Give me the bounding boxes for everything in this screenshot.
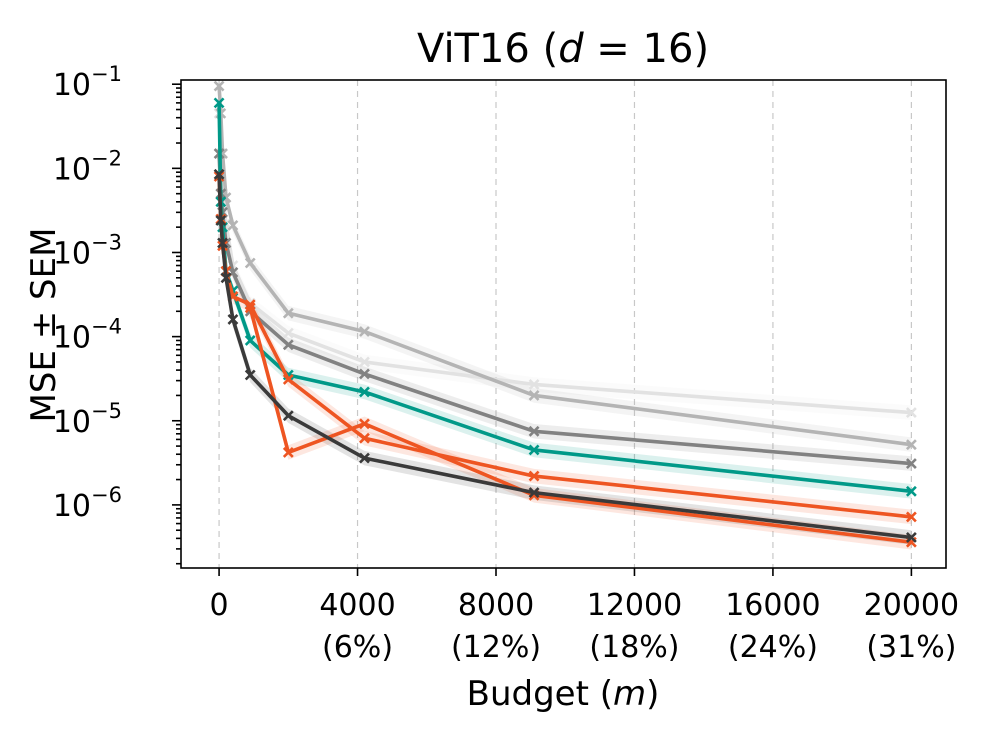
series-dark-marker bbox=[282, 410, 294, 422]
series-dark-marker bbox=[215, 215, 227, 226]
series-light-marker bbox=[528, 390, 540, 401]
y-axis-label: MSE ± SEM bbox=[24, 228, 64, 423]
x-tick-label: 12000 bbox=[587, 588, 682, 623]
series-light-marker bbox=[359, 326, 370, 337]
series-orange-marker bbox=[282, 373, 294, 385]
series-lightest-band bbox=[219, 106, 912, 420]
series-dark-line bbox=[217, 172, 914, 540]
series-orange-2-marker bbox=[282, 447, 294, 458]
series-lightest-marker bbox=[905, 407, 917, 419]
x-tick-label: 4000 bbox=[319, 588, 395, 623]
x-axis-label: Budget (m) bbox=[467, 674, 660, 714]
x-tick-sublabel: (18%) bbox=[589, 630, 679, 665]
series-dark-marker bbox=[220, 272, 232, 284]
grid-lines bbox=[218, 80, 912, 568]
series-orange-marker bbox=[528, 470, 540, 482]
series-lightest-marker bbox=[282, 327, 294, 339]
y-tick-label: 10−1 bbox=[53, 62, 122, 103]
series-light-marker bbox=[213, 80, 225, 92]
series-lines bbox=[213, 80, 917, 548]
y-tick-label: 10−2 bbox=[53, 146, 122, 187]
series-light-band bbox=[219, 78, 912, 452]
series-teal-band bbox=[219, 95, 912, 499]
x-tick-label: 0 bbox=[210, 588, 229, 623]
series-dark-marker bbox=[244, 369, 256, 381]
series-dark-marker bbox=[217, 237, 228, 249]
axis-ticks: 0 4000 (6%) 8000 (12%) 12000 (18%) 16000 (24%) 20… bbox=[53, 62, 959, 665]
series-dark-marker bbox=[213, 168, 225, 180]
series-light-line bbox=[217, 84, 914, 447]
series-light-marker bbox=[227, 219, 239, 231]
series-lightest-marker bbox=[359, 356, 370, 368]
series-mid-marker bbox=[359, 368, 370, 380]
series-mid-marker bbox=[528, 425, 540, 437]
y-tick-label: 10−6 bbox=[53, 483, 122, 524]
series-dark-marker bbox=[528, 487, 540, 499]
series-mid-marker bbox=[282, 339, 294, 351]
series-dark-marker bbox=[905, 532, 917, 543]
series-mid-band bbox=[219, 146, 912, 471]
series-orange-2-marker bbox=[244, 302, 256, 314]
series-lightest-line bbox=[217, 111, 914, 415]
x-tick-sublabel: (24%) bbox=[728, 630, 818, 665]
series-teal-marker bbox=[244, 335, 256, 346]
y-tick-label: 10−4 bbox=[53, 315, 122, 356]
x-tick-label: 20000 bbox=[864, 588, 959, 623]
series-light-marker bbox=[244, 257, 256, 269]
x-tick-sublabel: (31%) bbox=[866, 630, 956, 665]
plot-frame bbox=[180, 79, 947, 569]
series-dark-marker bbox=[359, 452, 370, 464]
series-mid-line bbox=[217, 151, 914, 466]
series-orange-marker bbox=[359, 432, 370, 444]
x-tick-label: 8000 bbox=[458, 588, 534, 623]
series-orange-marker bbox=[905, 511, 917, 523]
series-lightest-marker bbox=[528, 379, 540, 390]
x-tick-sublabel: (6%) bbox=[322, 630, 393, 665]
x-tick-label: 16000 bbox=[725, 588, 820, 623]
x-tick-sublabel: (12%) bbox=[451, 630, 541, 665]
series-teal-marker bbox=[528, 444, 540, 456]
series-orange-2-marker bbox=[359, 418, 370, 430]
series-light-marker bbox=[282, 307, 294, 319]
series-light-marker bbox=[905, 439, 917, 451]
series-dark-marker bbox=[227, 314, 239, 325]
series-teal-marker bbox=[905, 485, 917, 497]
chart-title: ViT16 (d = 16) bbox=[417, 26, 709, 72]
series-mid-marker bbox=[905, 458, 917, 469]
series-orange-marker bbox=[244, 299, 256, 311]
series-teal-marker bbox=[213, 97, 225, 109]
y-tick-label: 10−3 bbox=[53, 230, 122, 271]
series-teal-marker bbox=[359, 386, 370, 398]
y-tick-label: 10−5 bbox=[53, 399, 122, 440]
